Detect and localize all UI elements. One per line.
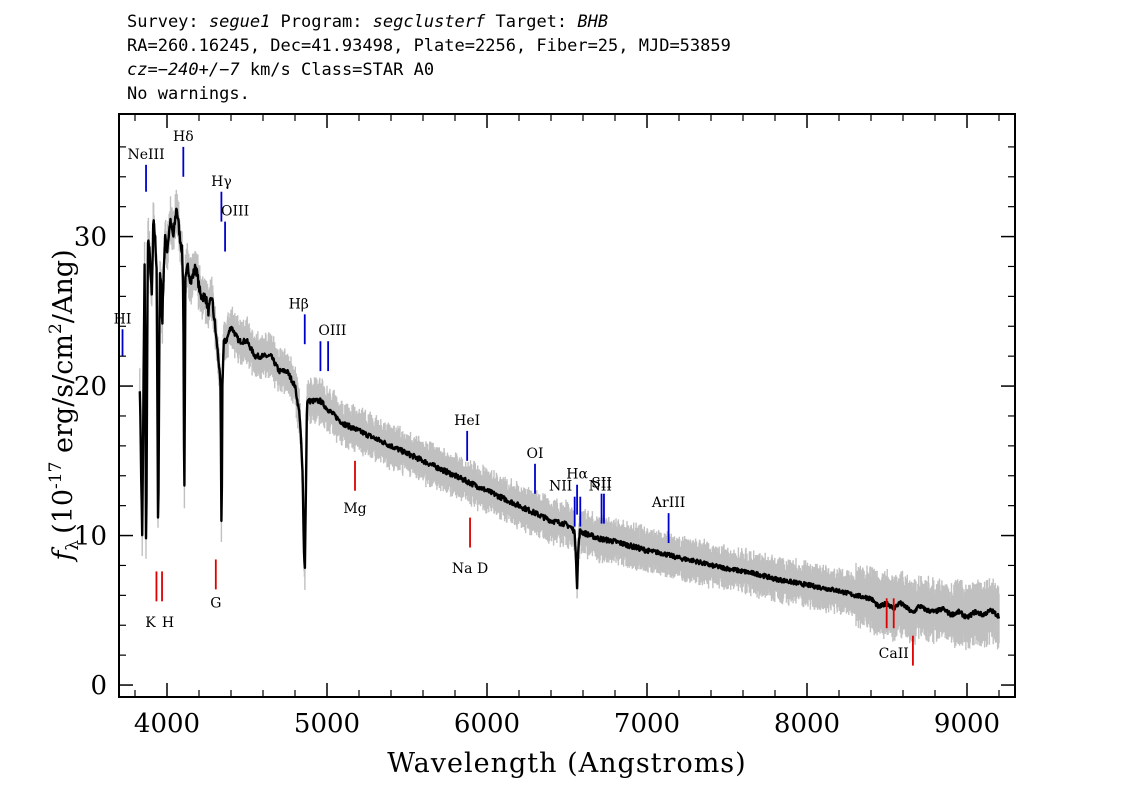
y-axis-label-sub: λ xyxy=(63,540,83,551)
line-label: Hβ xyxy=(289,296,309,312)
line-label: ArIII xyxy=(651,495,685,511)
y-axis-label-rest: erg/s/cm xyxy=(48,334,79,462)
plot-frame xyxy=(118,113,1016,698)
class-text: km/s Class=STAR A0 xyxy=(239,60,435,80)
line-label: NII xyxy=(549,479,572,495)
survey-value: segue1 xyxy=(208,12,271,32)
y-axis-label-end: /Ang) xyxy=(48,249,79,323)
line-label: Hγ xyxy=(211,174,232,190)
x-tick-label: 9000 xyxy=(934,709,1000,739)
target-label: Target: xyxy=(485,12,578,32)
y-axis-label: fλ (10-17 erg/s/cm2/Ang) xyxy=(46,249,83,562)
line-label: Hα xyxy=(566,467,588,483)
y-axis-label-sq: 2 xyxy=(46,323,66,334)
y-tick-label: 30 xyxy=(74,223,107,253)
line-label: K xyxy=(145,615,156,631)
line-label: OIII xyxy=(318,323,346,339)
header-line-1: Survey: segue1 Program: segclusterf Targ… xyxy=(127,10,1127,34)
x-tick-label: 4000 xyxy=(134,709,200,739)
error-band-path xyxy=(139,189,1000,651)
y-tick-label: 10 xyxy=(74,522,107,552)
axis-ticks: 4000 5000 6000 7000 8000 9000 0 10 20 30 xyxy=(74,114,1015,739)
survey-label: Survey: xyxy=(127,12,209,32)
x-axis-label: Wavelength (Angstroms) xyxy=(387,748,746,779)
line-label: Mg xyxy=(343,501,366,517)
y-axis-label-f: f xyxy=(48,547,79,563)
line-label: HeI xyxy=(454,413,480,429)
line-label: NeIII xyxy=(127,147,164,163)
spectrum-header: Survey: segue1 Program: segclusterf Targ… xyxy=(127,10,1127,106)
line-label: OI xyxy=(526,446,543,462)
program-label: Program: xyxy=(270,12,373,32)
line-label: CaII xyxy=(879,646,909,662)
header-line-4: No warnings. xyxy=(127,84,250,104)
header-line-2: RA=260.16245, Dec=41.93498, Plate=2256, … xyxy=(127,36,731,56)
y-tick-label: 20 xyxy=(74,372,107,402)
y-axis-label-exp: -17 xyxy=(46,462,66,489)
line-label: OIII xyxy=(221,204,249,220)
target-value: BHB xyxy=(577,12,609,32)
x-tick-label: 8000 xyxy=(774,709,840,739)
line-label: SII xyxy=(591,476,612,492)
y-tick-label: 0 xyxy=(90,671,107,701)
x-tick-label: 7000 xyxy=(614,709,680,739)
program-value: segclusterf xyxy=(372,12,486,32)
flux-line xyxy=(138,207,1001,620)
line-label: HI xyxy=(114,311,132,327)
line-label: G xyxy=(210,595,221,611)
flux-error-band xyxy=(139,189,1000,651)
line-label: NII xyxy=(589,479,612,495)
header-line-3: cz=−240+/−7 km/s Class=STAR A0 xyxy=(127,58,1127,82)
x-tick-label: 5000 xyxy=(294,709,360,739)
x-tick-label: 6000 xyxy=(454,709,520,739)
line-label: Hδ xyxy=(173,129,194,145)
redshift-value: cz=−240+/−7 xyxy=(127,60,240,80)
y-axis-label-mid: (10 xyxy=(48,489,79,534)
line-label: Na D xyxy=(452,561,488,577)
line-label: H xyxy=(162,615,174,631)
